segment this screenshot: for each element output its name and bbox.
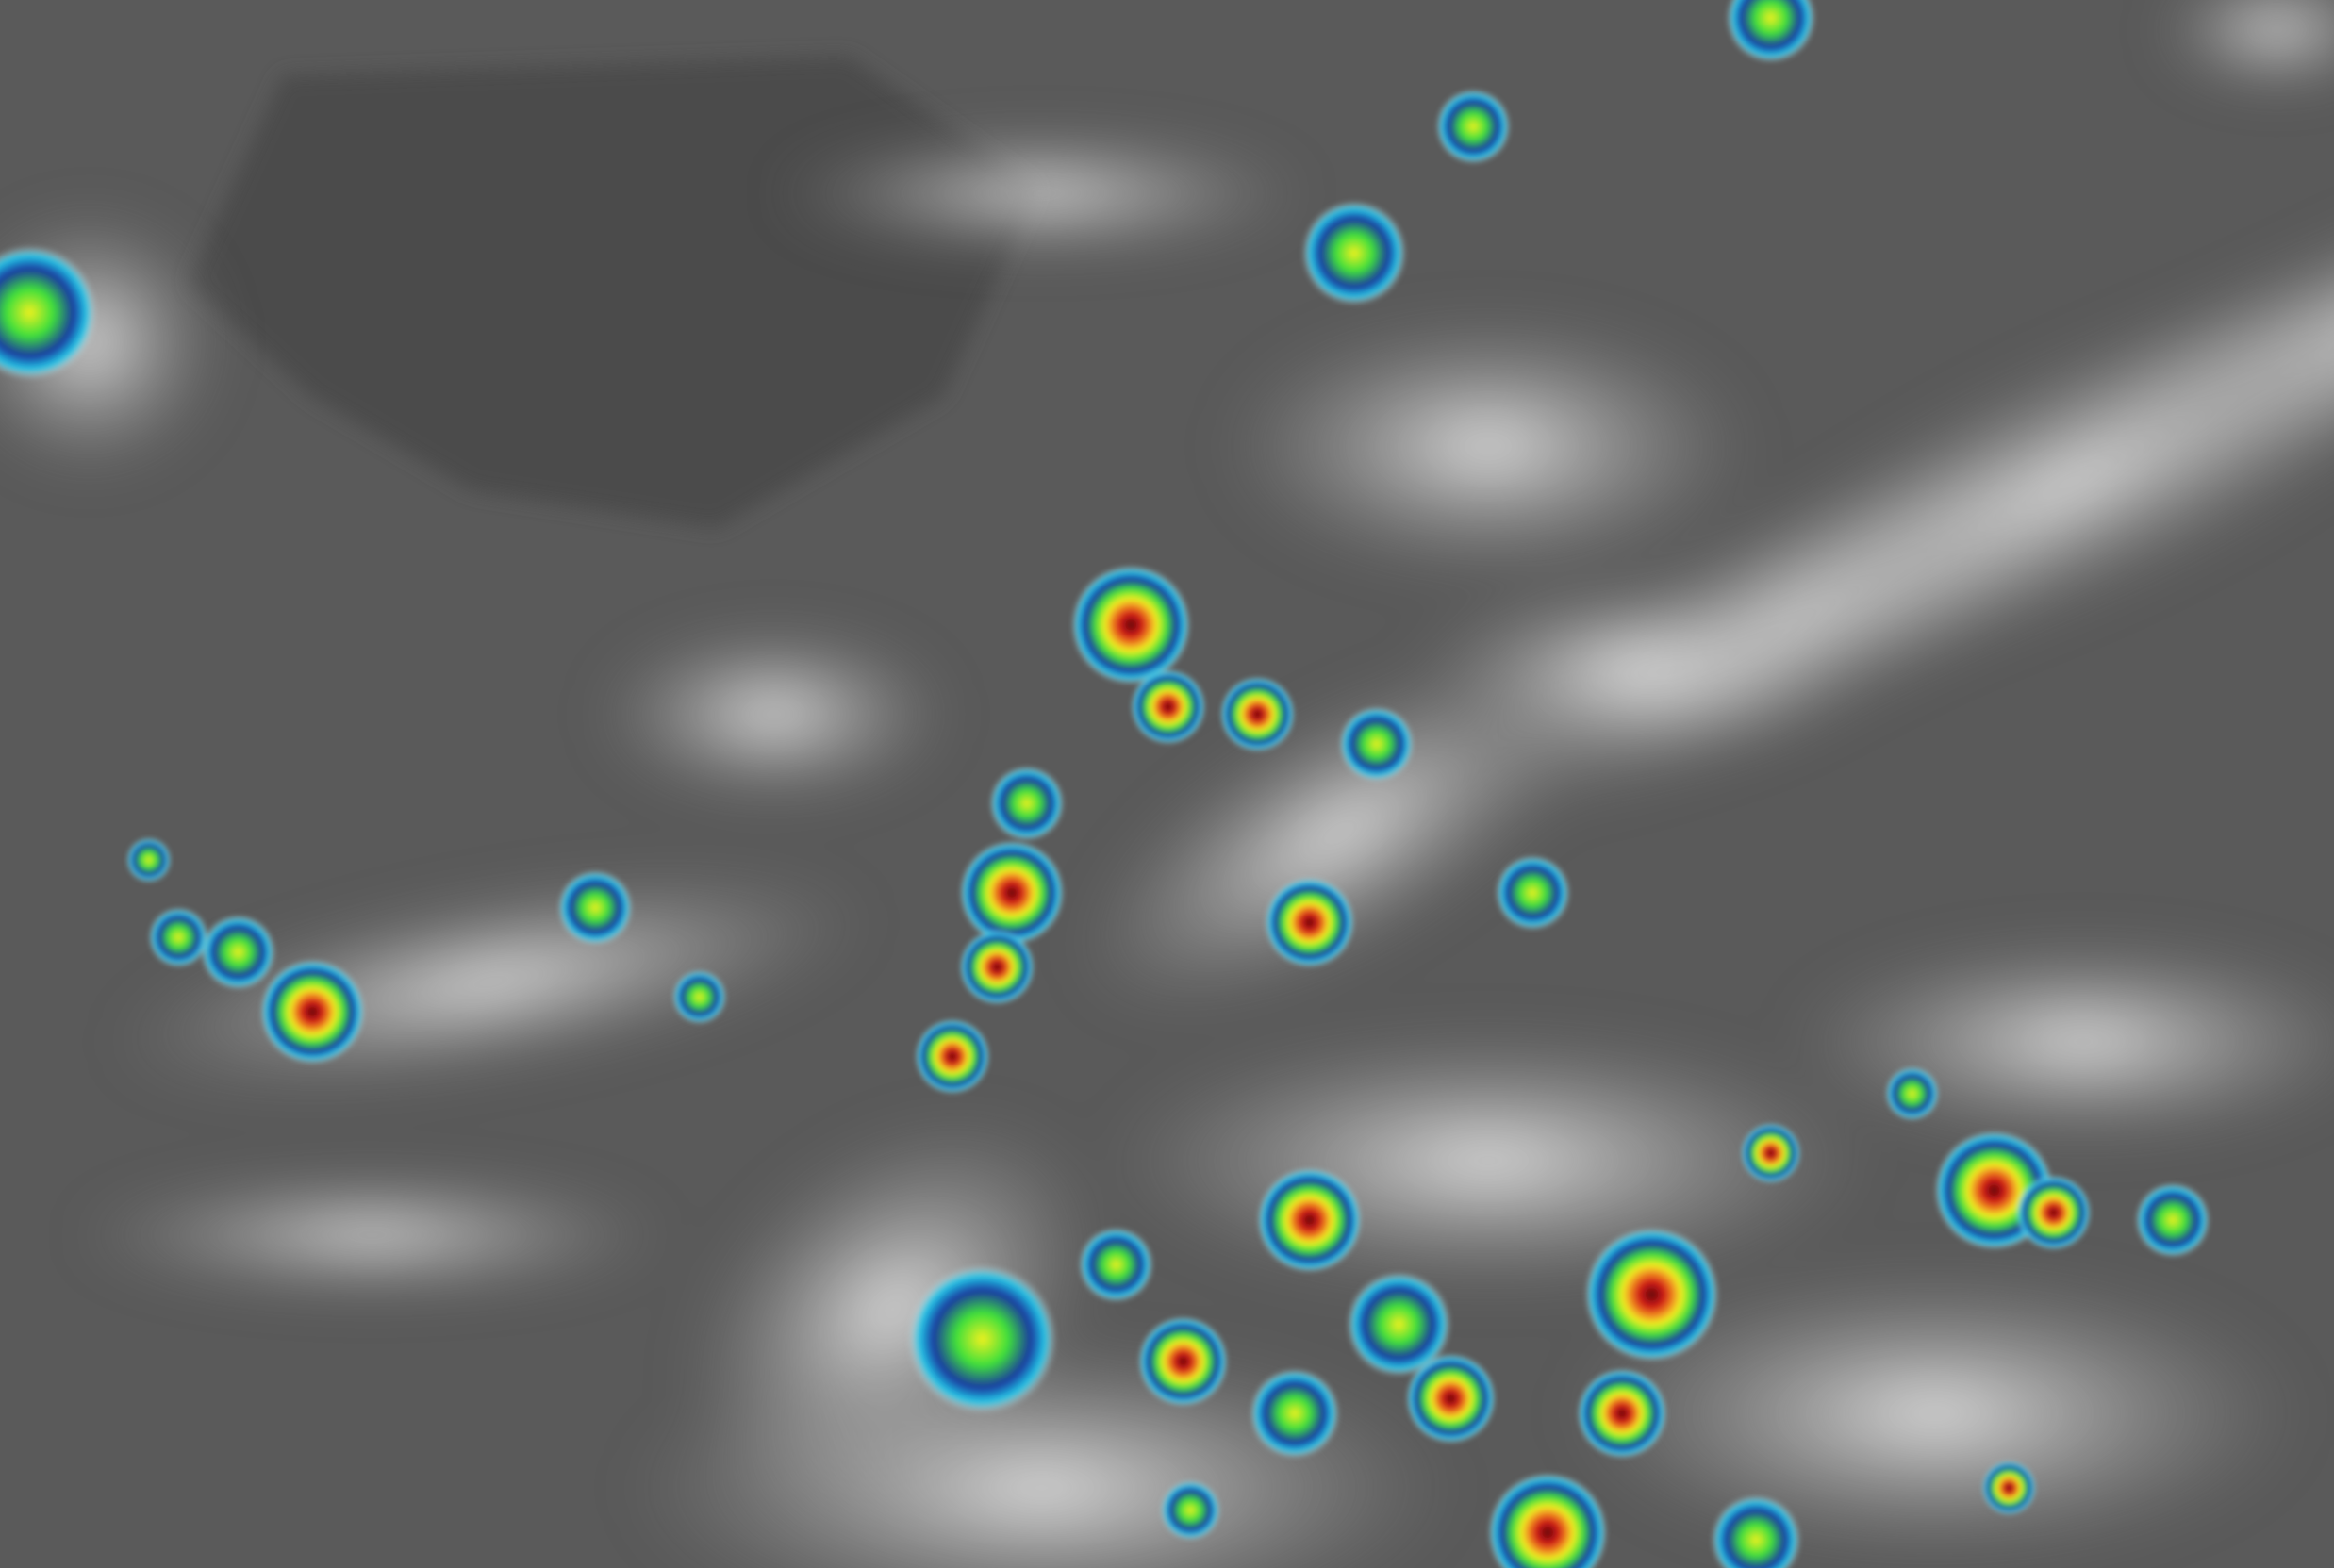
cloud-top-cell [2135, 1182, 2210, 1258]
cloud-top-cell [989, 766, 1065, 841]
cloud-top-cell [148, 907, 208, 967]
convective-storm-cell [959, 840, 1065, 946]
cloud-top-cell [1339, 706, 1415, 782]
convective-storm-cell [1741, 1123, 1801, 1183]
cloud-top-cell [1885, 1066, 1940, 1121]
convective-storm-cell [959, 930, 1035, 1005]
cloud-band [74, 1175, 670, 1295]
convective-storm-cell [1071, 565, 1191, 685]
cloud-top-cell [1160, 1480, 1220, 1541]
cloud-band [595, 624, 952, 804]
cloud-top-cell [0, 245, 97, 380]
cloud-band [773, 134, 1310, 254]
cloud-band [1562, 1264, 2307, 1562]
cloud-band [2011, 94, 2334, 501]
cloud-top-cell [1726, 0, 1816, 63]
cloud-band [624, 1339, 1459, 1568]
cloud-top-cell [1347, 1272, 1451, 1377]
convective-storm-cell [1265, 878, 1354, 967]
convective-storm-cell [1219, 676, 1295, 751]
convective-storm-cell [2016, 1175, 2092, 1250]
cloud-top-cell [672, 969, 727, 1024]
cloud-top-cell [126, 837, 172, 883]
cloud-band [1414, 580, 1861, 759]
cloud-top-cell [907, 1264, 1057, 1414]
cloud-top-cell [1711, 1494, 1801, 1568]
convective-storm-cell [1406, 1353, 1496, 1444]
cloud-band [1074, 652, 1604, 1015]
cloud-top-cell [557, 870, 633, 946]
cloud-band [2158, 0, 2334, 90]
cloud-band [1219, 312, 1757, 581]
convective-storm-cell [915, 1018, 990, 1094]
cloud-top-cell [1495, 855, 1570, 931]
cloud-top-cell [1435, 89, 1511, 164]
cloud-top-cell [1250, 1368, 1340, 1459]
convective-storm-cell [1981, 1461, 2036, 1515]
convective-storm-cell [1488, 1473, 1608, 1568]
cloud-top-cell [1079, 1227, 1153, 1302]
convective-storm-cell [1584, 1227, 1719, 1362]
convective-storm-cell [1577, 1368, 1667, 1459]
convective-storm-cell [1138, 1316, 1228, 1407]
convective-storm-cell [1257, 1167, 1362, 1273]
cloud-top-cell [1301, 201, 1407, 305]
convective-storm-cell [1131, 669, 1206, 744]
cloud-top-cell [201, 915, 275, 990]
convective-storm-cell [260, 959, 365, 1065]
